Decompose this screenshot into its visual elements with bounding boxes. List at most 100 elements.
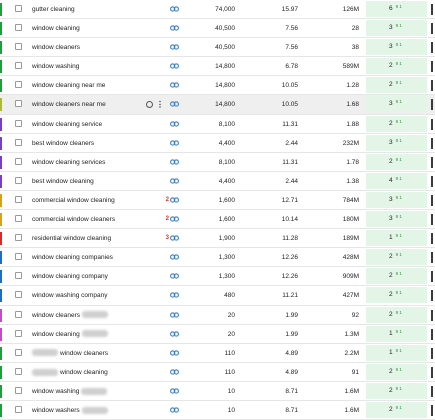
link-icon[interactable] bbox=[170, 178, 179, 184]
keyword-cell[interactable]: window cleaning near me bbox=[32, 76, 105, 95]
table-row[interactable]: best window cleaning 4,400 2.44 1.38 4 9 1 bbox=[0, 172, 435, 191]
row-checkbox[interactable] bbox=[15, 329, 22, 337]
keyword-cell[interactable]: residential window cleaning bbox=[32, 229, 111, 248]
link-icon[interactable] bbox=[170, 369, 179, 375]
row-scroll-handle[interactable] bbox=[431, 404, 433, 416]
keyword-cell[interactable]: window washers bbox=[32, 401, 108, 420]
row-checkbox[interactable] bbox=[15, 81, 22, 89]
row-scroll-handle[interactable] bbox=[431, 290, 433, 302]
link-icon[interactable] bbox=[170, 101, 179, 108]
history-icon[interactable] bbox=[146, 101, 153, 109]
row-checkbox[interactable] bbox=[15, 348, 22, 356]
link-icon[interactable] bbox=[170, 235, 179, 241]
keyword-cell[interactable]: window cleaning company bbox=[32, 267, 108, 286]
row-scroll-handle[interactable] bbox=[431, 385, 433, 397]
row-checkbox[interactable] bbox=[15, 195, 22, 203]
more-options-icon[interactable]: ⋮ bbox=[156, 100, 164, 110]
table-row[interactable]: window cleaners near me ⋮ 14,800 10.05 1.68 3… bbox=[0, 95, 435, 115]
keyword-cell[interactable]: best window cleaning bbox=[32, 172, 94, 191]
row-scroll-handle[interactable] bbox=[431, 137, 433, 149]
link-icon[interactable] bbox=[170, 197, 179, 203]
keyword-cell[interactable]: window cleaning bbox=[32, 363, 108, 382]
table-row[interactable]: window cleaning services 8,100 11.31 1.78 2 9… bbox=[0, 153, 435, 172]
keyword-cell[interactable]: window cleaning service bbox=[32, 115, 102, 134]
row-checkbox[interactable] bbox=[15, 119, 22, 127]
table-row[interactable]: window cleaning 110 4.89 91 2 9 1 bbox=[0, 363, 435, 382]
table-row[interactable]: window washing 10 8.71 1.6M 2 9 1 bbox=[0, 382, 435, 401]
link-icon[interactable] bbox=[170, 330, 179, 337]
row-checkbox[interactable] bbox=[15, 272, 22, 280]
table-row[interactable]: window cleaning service 8,100 11.31 1.88 2 9 … bbox=[0, 115, 435, 134]
keyword-cell[interactable]: window washing bbox=[32, 57, 79, 76]
row-checkbox[interactable] bbox=[15, 24, 22, 32]
link-icon[interactable] bbox=[170, 25, 179, 31]
row-scroll-handle[interactable] bbox=[431, 118, 433, 130]
table-row[interactable]: window cleaning 40,500 7.56 28 3 9 1 bbox=[0, 19, 435, 39]
row-checkbox[interactable] bbox=[15, 386, 22, 394]
row-scroll-handle[interactable] bbox=[431, 99, 433, 111]
row-scroll-handle[interactable] bbox=[431, 61, 433, 73]
table-row[interactable]: best window cleaners 4,400 2.44 232M 3 9 1 bbox=[0, 134, 435, 153]
row-checkbox[interactable] bbox=[15, 310, 22, 318]
table-row[interactable]: commercial window cleaners 2 1,600 10.14 180… bbox=[0, 210, 435, 230]
link-icon[interactable] bbox=[170, 159, 179, 165]
table-row[interactable]: window cleaners 40,500 7.56 38 3 9 1 bbox=[0, 38, 435, 58]
link-icon[interactable] bbox=[170, 388, 179, 394]
keyword-cell[interactable]: commercial window cleaners bbox=[32, 210, 115, 229]
row-checkbox[interactable] bbox=[15, 5, 22, 12]
keyword-cell[interactable]: commercial window cleaning bbox=[32, 191, 115, 210]
row-scroll-handle[interactable] bbox=[431, 80, 433, 92]
keyword-cell[interactable]: window washing bbox=[32, 382, 108, 401]
table-row[interactable]: window washing 14,800 6.78 589M 2 9 1 bbox=[0, 57, 435, 77]
row-checkbox[interactable] bbox=[15, 234, 22, 242]
link-icon[interactable] bbox=[170, 350, 179, 356]
row-checkbox[interactable] bbox=[15, 43, 22, 51]
table-row[interactable]: window cleaning near me 14,800 10.05 1.28 2 9… bbox=[0, 76, 435, 96]
row-scroll-handle[interactable] bbox=[431, 366, 433, 378]
keyword-cell[interactable]: window washing company bbox=[32, 286, 108, 305]
row-checkbox[interactable] bbox=[15, 62, 22, 70]
link-icon[interactable] bbox=[170, 273, 179, 279]
link-icon[interactable] bbox=[170, 82, 179, 89]
link-icon[interactable] bbox=[170, 140, 179, 146]
row-checkbox[interactable] bbox=[15, 405, 22, 413]
keyword-cell[interactable]: window cleaning services bbox=[32, 153, 105, 172]
row-scroll-handle[interactable] bbox=[431, 23, 433, 35]
row-scroll-handle[interactable] bbox=[431, 328, 433, 340]
keyword-cell[interactable]: gutter cleaning bbox=[32, 0, 75, 19]
link-icon[interactable] bbox=[170, 254, 179, 260]
keyword-cell[interactable]: window cleaners bbox=[32, 38, 80, 57]
row-checkbox[interactable] bbox=[15, 367, 22, 375]
row-scroll-handle[interactable] bbox=[431, 309, 433, 321]
row-checkbox[interactable] bbox=[15, 253, 22, 261]
table-row[interactable]: gutter cleaning 74,000 15.97 126M 6 9 1 bbox=[0, 0, 435, 20]
link-icon[interactable] bbox=[170, 292, 179, 299]
row-checkbox[interactable] bbox=[15, 291, 22, 299]
link-icon[interactable] bbox=[170, 63, 179, 69]
keyword-cell[interactable]: best window cleaners bbox=[32, 134, 94, 153]
table-row[interactable]: window cleaning companies 1,300 12.26 428M 2… bbox=[0, 248, 435, 268]
table-row[interactable]: window cleaners 110 4.89 2.2M 1 9 1 bbox=[0, 344, 435, 363]
table-row[interactable]: window washing company 480 11.21 427M 2 9 1 bbox=[0, 286, 435, 306]
link-icon[interactable] bbox=[170, 120, 179, 127]
keyword-cell[interactable]: window cleaners bbox=[32, 306, 109, 325]
table-row[interactable]: commercial window cleaning 2 1,600 12.71 784… bbox=[0, 191, 435, 211]
row-scroll-handle[interactable] bbox=[431, 271, 433, 283]
link-icon[interactable] bbox=[170, 44, 179, 50]
keyword-cell[interactable]: window cleaners near me bbox=[32, 95, 106, 114]
keyword-cell[interactable]: window cleaners bbox=[32, 344, 108, 363]
row-checkbox[interactable] bbox=[15, 138, 22, 146]
link-icon[interactable] bbox=[170, 311, 179, 318]
keyword-cell[interactable]: window cleaning bbox=[32, 325, 108, 344]
row-scroll-handle[interactable] bbox=[431, 42, 433, 54]
table-row[interactable]: window cleaners 20 1.99 92 2 9 1 bbox=[0, 306, 435, 325]
row-scroll-handle[interactable] bbox=[431, 233, 433, 245]
table-row[interactable]: residential window cleaning 3 1,900 11.28 18… bbox=[0, 229, 435, 249]
table-row[interactable]: window cleaning company 1,300 12.26 909M 2 9 … bbox=[0, 267, 435, 287]
link-icon[interactable] bbox=[170, 216, 179, 222]
row-checkbox[interactable] bbox=[15, 157, 22, 165]
keyword-cell[interactable]: window cleaning bbox=[32, 19, 80, 38]
row-checkbox[interactable] bbox=[15, 176, 22, 184]
row-scroll-handle[interactable] bbox=[431, 4, 433, 15]
row-checkbox[interactable] bbox=[15, 100, 22, 108]
